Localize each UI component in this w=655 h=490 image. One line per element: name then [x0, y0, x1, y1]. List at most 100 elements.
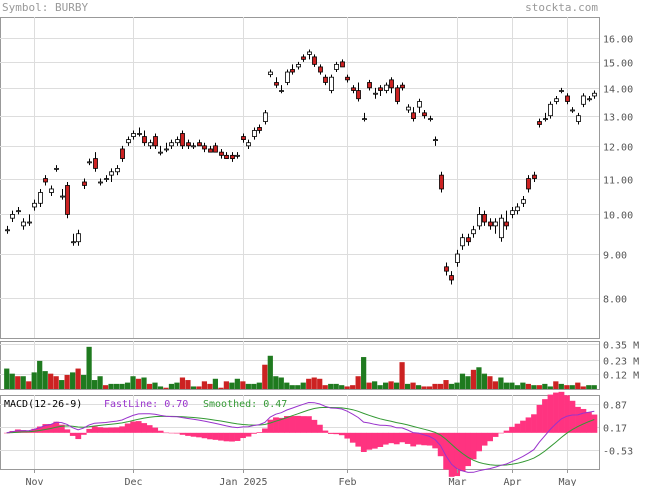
volume-bar — [317, 378, 323, 389]
candle — [565, 93, 570, 105]
volume-bar — [333, 383, 339, 389]
candle — [241, 133, 246, 143]
volume-bar — [218, 387, 224, 389]
price-tick-label: 14.00 — [603, 85, 633, 96]
macd-tick-label: 0.87 — [603, 401, 627, 412]
candle — [449, 271, 454, 285]
volume-bar — [558, 383, 564, 389]
volume-bar — [223, 381, 229, 389]
volume-bar — [130, 376, 136, 389]
candle-body — [356, 90, 361, 100]
price-tick-label: 8.00 — [603, 295, 627, 306]
volume-bar — [278, 377, 284, 389]
macd-histogram-bar — [481, 432, 488, 446]
candle — [301, 54, 306, 62]
x-tick-label: May — [558, 477, 576, 486]
x-tick-label: Apr — [503, 477, 521, 486]
volume-bar — [575, 382, 581, 389]
volume-bar — [179, 377, 186, 389]
candle — [290, 64, 295, 75]
candle-body — [345, 76, 350, 81]
candle — [186, 139, 191, 149]
candle — [158, 145, 163, 156]
volume-bar — [152, 382, 158, 389]
macd-histogram-bar — [333, 432, 340, 435]
volume-bar — [388, 381, 394, 389]
brand-label: stockta.com — [525, 1, 598, 14]
candle-body — [471, 229, 476, 235]
macd-histogram-bar — [196, 432, 202, 438]
candle-body — [290, 69, 295, 73]
price-tick-label: 9.00 — [603, 251, 627, 262]
x-tick-label: Jan 2025 — [219, 477, 267, 486]
volume-bar — [437, 383, 444, 389]
macd-histogram-bar — [525, 417, 532, 433]
volume-bar — [377, 385, 383, 389]
candle — [356, 82, 361, 102]
volume-bar — [443, 380, 449, 389]
volume-bar — [119, 383, 125, 389]
volume-tick-label: 0.23 M — [603, 357, 639, 368]
candle — [499, 214, 504, 242]
x-axis: Nov Dec Jan 2025 Feb Mar Apr May — [25, 469, 577, 488]
volume-bar — [53, 376, 59, 389]
volume-bar — [196, 386, 202, 389]
candle — [104, 175, 109, 182]
candle — [142, 130, 147, 146]
candle-body — [235, 154, 240, 157]
candle — [246, 139, 251, 149]
macd-histogram-bar — [399, 432, 406, 443]
macd-histogram-bar — [454, 432, 461, 477]
volume-bar — [520, 382, 526, 389]
candle — [515, 203, 520, 215]
candle-body — [191, 145, 196, 148]
candle — [71, 233, 76, 246]
candle-body — [279, 90, 284, 92]
candle — [548, 101, 553, 119]
candle-body — [104, 178, 109, 180]
candle — [65, 181, 70, 219]
macd-histogram-bar — [185, 432, 191, 436]
volume-bar — [146, 383, 153, 389]
candle-body — [477, 214, 482, 227]
candle — [493, 218, 498, 234]
volume-bar — [306, 378, 312, 389]
candle-body — [439, 174, 444, 190]
candle-body — [263, 112, 268, 122]
volume-bar — [569, 385, 575, 389]
candle-body — [384, 84, 389, 91]
volume-bar — [229, 382, 235, 389]
macd-histogram-bar — [256, 432, 263, 433]
macd-histogram-bar — [569, 400, 576, 433]
candle-body — [98, 181, 103, 184]
candle-body — [142, 136, 147, 144]
candle — [279, 85, 284, 94]
candle — [180, 130, 185, 149]
macd-panel: -0.53 0.17 0.87 — [0, 391, 633, 477]
candle — [576, 112, 581, 125]
volume-bar — [113, 383, 120, 389]
candle-body — [87, 161, 92, 164]
candle — [312, 54, 317, 67]
volume-bar — [135, 378, 142, 389]
macd-histogram-bar — [558, 391, 565, 433]
candle — [82, 178, 87, 189]
candle — [532, 171, 537, 182]
macd-histogram-bar — [344, 432, 351, 439]
volume-bar — [580, 386, 586, 389]
candle — [329, 74, 334, 94]
macd-histogram-bar — [300, 416, 307, 433]
volume-bar — [59, 380, 65, 389]
volume-bar — [102, 385, 109, 389]
candle — [202, 142, 207, 153]
macd-histogram-bar — [492, 432, 499, 437]
macd-histogram-bar — [240, 432, 246, 439]
candle — [373, 87, 378, 99]
candle-body — [323, 76, 328, 83]
macd-histogram-bar — [421, 432, 428, 446]
macd-histogram-bar — [415, 432, 422, 445]
volume-bar — [339, 385, 345, 389]
candle — [38, 188, 43, 207]
volume-bar — [547, 386, 553, 389]
